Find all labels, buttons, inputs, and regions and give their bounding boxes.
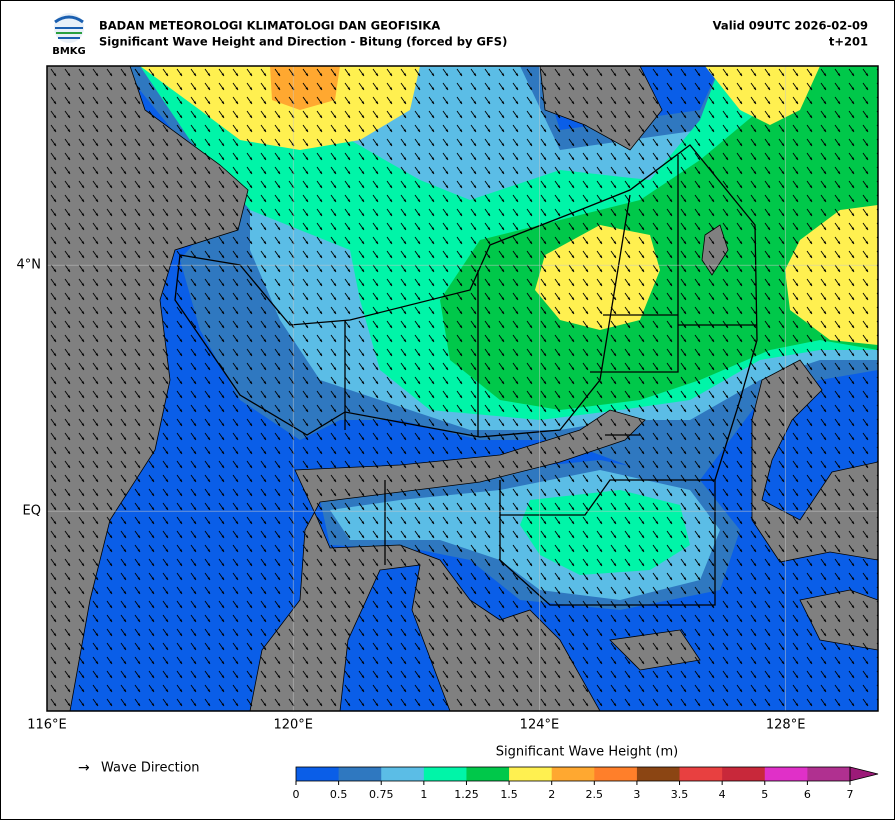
colorbar-tick-label: 1 bbox=[420, 788, 427, 801]
map-border bbox=[46, 65, 879, 712]
colorbar-tick-label: 0 bbox=[293, 788, 300, 801]
legend-label: Wave Direction bbox=[101, 761, 200, 776]
lon-label: 120°E bbox=[273, 718, 313, 733]
colorbar-segment bbox=[466, 767, 510, 781]
logo: BMKG bbox=[52, 13, 86, 57]
colorbar-tick-label: 5 bbox=[761, 788, 768, 801]
colorbar-tick-label: 1.5 bbox=[500, 788, 518, 801]
colorbar-tick-label: 0.5 bbox=[330, 788, 348, 801]
colorbar-segment bbox=[807, 767, 851, 781]
wave-arrows bbox=[47, 66, 878, 711]
logo-text: BMKG bbox=[52, 46, 86, 57]
colorbar-title: Significant Wave Height (m) bbox=[496, 745, 678, 760]
lon-label: 116°E bbox=[27, 718, 67, 733]
colorbar-segment bbox=[338, 767, 382, 781]
colorbar-segment bbox=[764, 767, 808, 781]
lat-label: 4°N bbox=[17, 258, 42, 273]
colorbar-segment bbox=[636, 767, 681, 781]
valid-time: Valid 09UTC 2026-02-09 bbox=[713, 19, 868, 33]
colorbar-segment bbox=[722, 767, 766, 781]
legend-arrow: → bbox=[78, 760, 90, 776]
colorbar-tick-label: 1.25 bbox=[454, 788, 479, 801]
colorbar-segment bbox=[423, 767, 467, 781]
colorbar-segment bbox=[296, 767, 340, 781]
lead-time: t+201 bbox=[829, 35, 868, 49]
colorbar: 0 0.5 0.75 1 1.25 1.5 2 2.5 3 3.5 4 5 6 7 bbox=[293, 766, 879, 801]
agency: BADAN METEOROLOGI KLIMATOLOGI DAN GEOFIS… bbox=[99, 19, 440, 33]
title: Significant Wave Height and Direction - … bbox=[99, 35, 507, 49]
colorbar-border bbox=[295, 766, 851, 782]
colorbar-segment bbox=[594, 767, 638, 781]
colorbar-tick-label: 2.5 bbox=[586, 788, 604, 801]
colorbar-tick-label: 2 bbox=[548, 788, 555, 801]
colorbar-segment bbox=[381, 767, 425, 781]
lon-label: 128°E bbox=[766, 718, 806, 733]
colorbar-tick-label: 6 bbox=[804, 788, 811, 801]
lon-label: 124°E bbox=[520, 718, 560, 733]
colorbar-tick-label: 7 bbox=[847, 788, 854, 801]
graticule: 116°E 120°E 124°E 128°E 4°N EQ bbox=[17, 66, 878, 733]
zone-boundaries bbox=[174, 144, 758, 606]
colorbar-segment bbox=[679, 767, 723, 781]
colorbar-segment bbox=[551, 767, 595, 781]
colorbar-tick-label: 3 bbox=[633, 788, 640, 801]
lat-label: EQ bbox=[23, 504, 41, 519]
colorbar-tick-label: 0.75 bbox=[369, 788, 394, 801]
colorbar-segment bbox=[509, 767, 553, 781]
colorbar-tick-label: 3.5 bbox=[671, 788, 689, 801]
colorbar-tick-label: 4 bbox=[719, 788, 726, 801]
map bbox=[47, 66, 878, 711]
